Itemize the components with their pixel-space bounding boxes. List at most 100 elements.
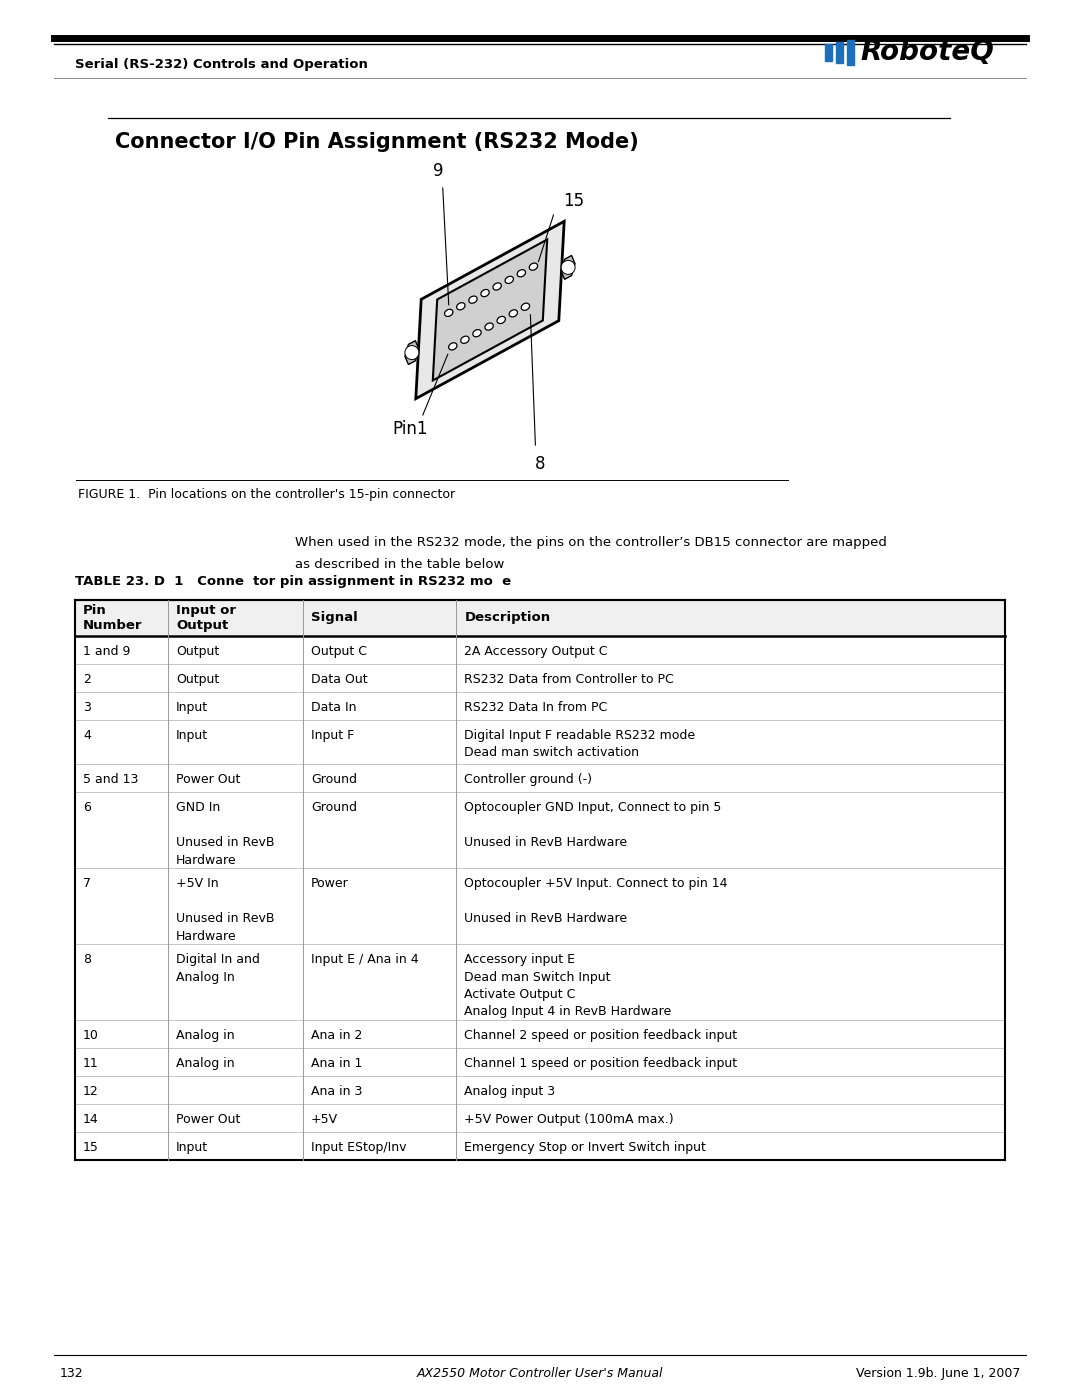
Bar — [825, 43, 832, 60]
Text: 10: 10 — [83, 1030, 99, 1042]
Circle shape — [405, 345, 419, 359]
Text: Connector I/O Pin Assignment (RS232 Mode): Connector I/O Pin Assignment (RS232 Mode… — [114, 131, 638, 152]
Bar — [75, 664, 1005, 692]
Bar — [847, 39, 854, 64]
Polygon shape — [562, 256, 575, 279]
Text: RS232 Data from Controller to PC: RS232 Data from Controller to PC — [464, 673, 674, 686]
Text: Digital In and
Analog In: Digital In and Analog In — [176, 953, 260, 983]
Ellipse shape — [497, 316, 505, 324]
Text: 5 and 13: 5 and 13 — [83, 773, 138, 787]
Bar — [75, 719, 1005, 764]
Bar — [75, 764, 1005, 792]
Ellipse shape — [461, 337, 469, 344]
Text: Input E / Ana in 4: Input E / Ana in 4 — [311, 953, 418, 965]
Text: Signal: Signal — [311, 612, 357, 624]
Text: 6: 6 — [83, 800, 91, 814]
Bar — [75, 636, 1005, 664]
Ellipse shape — [485, 323, 494, 330]
Text: +5V In

Unused in RevB
Hardware: +5V In Unused in RevB Hardware — [176, 877, 274, 943]
Text: +5V Power Output (100mA max.): +5V Power Output (100mA max.) — [464, 1113, 674, 1126]
Text: Data Out: Data Out — [311, 673, 367, 686]
Ellipse shape — [448, 342, 457, 351]
Ellipse shape — [481, 289, 489, 296]
Text: RS232 Data In from PC: RS232 Data In from PC — [464, 701, 608, 714]
Text: 11: 11 — [83, 1058, 98, 1070]
Ellipse shape — [473, 330, 482, 337]
Text: Pin
Number: Pin Number — [83, 604, 143, 633]
Text: 2A Accessory Output C: 2A Accessory Output C — [464, 645, 608, 658]
Ellipse shape — [469, 296, 477, 303]
Text: Ground: Ground — [311, 800, 356, 814]
Bar — [75, 1020, 1005, 1048]
Text: 7: 7 — [83, 877, 91, 890]
Bar — [75, 868, 1005, 944]
Text: 1 and 9: 1 and 9 — [83, 645, 131, 658]
Text: Version 1.9b. June 1, 2007: Version 1.9b. June 1, 2007 — [855, 1368, 1020, 1380]
Text: Ana in 3: Ana in 3 — [311, 1085, 362, 1098]
Text: Ana in 2: Ana in 2 — [311, 1030, 362, 1042]
Text: GND In

Unused in RevB
Hardware: GND In Unused in RevB Hardware — [176, 800, 274, 866]
Text: 8: 8 — [536, 455, 545, 474]
Text: Power: Power — [311, 877, 349, 890]
Text: Accessory input E
Dead man Switch Input
Activate Output C
Analog Input 4 in RevB: Accessory input E Dead man Switch Input … — [464, 953, 672, 1018]
Text: Input or
Output: Input or Output — [176, 604, 237, 633]
Text: Channel 1 speed or position feedback input: Channel 1 speed or position feedback inp… — [464, 1058, 738, 1070]
Text: 14: 14 — [83, 1113, 98, 1126]
Bar — [75, 1104, 1005, 1132]
Text: Power Out: Power Out — [176, 1113, 241, 1126]
Text: Optocoupler +5V Input. Connect to pin 14

Unused in RevB Hardware: Optocoupler +5V Input. Connect to pin 14… — [464, 877, 728, 925]
Text: Optocoupler GND Input, Connect to pin 5

Unused in RevB Hardware: Optocoupler GND Input, Connect to pin 5 … — [464, 800, 721, 849]
Text: 12: 12 — [83, 1085, 98, 1098]
Text: Input: Input — [176, 1141, 208, 1154]
Text: 2: 2 — [83, 673, 91, 686]
Text: Input F: Input F — [311, 729, 354, 742]
Text: 3: 3 — [83, 701, 91, 714]
Polygon shape — [405, 341, 419, 365]
Text: Input EStop/Inv: Input EStop/Inv — [311, 1141, 406, 1154]
Text: as described in the table below: as described in the table below — [295, 557, 504, 571]
Text: 15: 15 — [83, 1141, 99, 1154]
Text: AX2550 Motor Controller User's Manual: AX2550 Motor Controller User's Manual — [417, 1368, 663, 1380]
Polygon shape — [416, 221, 564, 398]
Text: Output C: Output C — [311, 645, 367, 658]
Text: TABLE 23. D  1   Conne  tor pin assignment in RS232 mo  e: TABLE 23. D 1 Conne tor pin assignment i… — [75, 576, 511, 588]
Text: Ground: Ground — [311, 773, 356, 787]
Text: FIGURE 1.  Pin locations on the controller's 15-pin connector: FIGURE 1. Pin locations on the controlle… — [78, 488, 455, 502]
Text: When used in the RS232 mode, the pins on the controller’s DB15 connector are map: When used in the RS232 mode, the pins on… — [295, 536, 887, 549]
Text: Input: Input — [176, 701, 208, 714]
Text: Output: Output — [176, 673, 219, 686]
Text: RoboteQ: RoboteQ — [860, 38, 994, 66]
Bar — [75, 792, 1005, 868]
Text: Controller ground (-): Controller ground (-) — [464, 773, 592, 787]
Text: Channel 2 speed or position feedback input: Channel 2 speed or position feedback inp… — [464, 1030, 738, 1042]
Text: Data In: Data In — [311, 701, 356, 714]
Text: Power Out: Power Out — [176, 773, 241, 787]
Text: Ana in 1: Ana in 1 — [311, 1058, 362, 1070]
Text: Digital Input F readable RS232 mode
Dead man switch activation: Digital Input F readable RS232 mode Dead… — [464, 729, 696, 760]
Circle shape — [562, 260, 576, 274]
Ellipse shape — [445, 309, 453, 317]
Ellipse shape — [529, 263, 538, 270]
Polygon shape — [433, 239, 548, 380]
Ellipse shape — [517, 270, 526, 277]
Ellipse shape — [505, 277, 513, 284]
Text: Analog in: Analog in — [176, 1058, 234, 1070]
Ellipse shape — [522, 303, 529, 310]
Text: Description: Description — [464, 612, 551, 624]
Text: +5V: +5V — [311, 1113, 338, 1126]
Ellipse shape — [509, 310, 517, 317]
Bar — [75, 1132, 1005, 1160]
Text: Analog input 3: Analog input 3 — [464, 1085, 555, 1098]
Bar — [75, 599, 1005, 636]
Text: Serial (RS-232) Controls and Operation: Serial (RS-232) Controls and Operation — [75, 59, 368, 71]
Bar — [75, 1048, 1005, 1076]
Bar — [75, 1076, 1005, 1104]
Ellipse shape — [492, 282, 501, 291]
Text: Output: Output — [176, 645, 219, 658]
Text: 4: 4 — [83, 729, 91, 742]
Text: Emergency Stop or Invert Switch input: Emergency Stop or Invert Switch input — [464, 1141, 706, 1154]
Bar — [75, 692, 1005, 719]
Text: Input: Input — [176, 729, 208, 742]
Ellipse shape — [457, 303, 465, 310]
Bar — [75, 944, 1005, 1020]
